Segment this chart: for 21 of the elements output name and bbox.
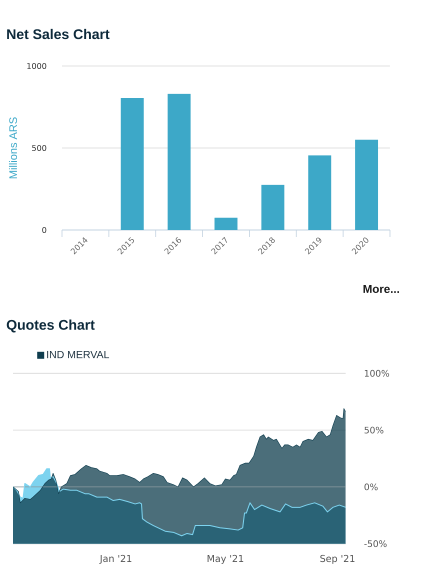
chart-title: Quotes Chart (6, 320, 95, 332)
y-tick-label: -50% (364, 540, 387, 548)
y-tick-label: 1000 (27, 62, 46, 70)
text: More... (364, 285, 399, 294)
y-tick-label: 0% (364, 483, 378, 490)
legend-label: IND MERVAL (47, 350, 110, 358)
x-tick-label: Sep '21 (320, 554, 354, 564)
bar (355, 140, 378, 230)
chart-title: Net Sales Chart (7, 28, 110, 40)
y-axis-title: Millions ARS (8, 117, 18, 178)
bar (308, 155, 332, 230)
y-tick-label: 500 (32, 144, 46, 152)
bar (168, 94, 191, 230)
bar (261, 184, 284, 230)
y-tick-label: 50% (364, 426, 384, 434)
y-tick-label: 0 (42, 226, 46, 234)
x-tick-label: May '21 (208, 554, 244, 564)
y-tick-label: 100% (364, 370, 390, 377)
x-tick-label: Jan '21 (99, 554, 132, 564)
bar (120, 98, 144, 230)
bar (214, 218, 238, 230)
